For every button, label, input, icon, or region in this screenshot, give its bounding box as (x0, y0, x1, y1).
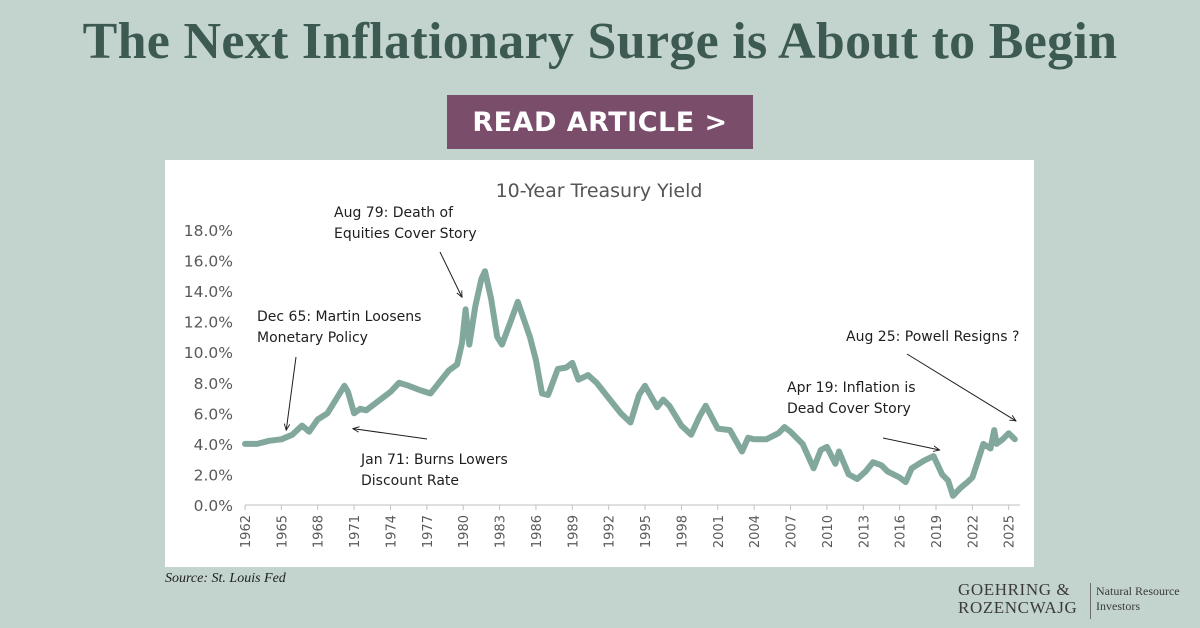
y-tick-label: 4.0% (194, 436, 233, 454)
x-tick-label: 1971 (348, 515, 363, 548)
y-tick-label: 10.0% (184, 344, 233, 362)
annotation-label: Aug 79: Death of (334, 205, 454, 221)
x-tick-label: 1992 (603, 515, 618, 548)
x-tick-label: 1962 (239, 515, 254, 548)
annotation-3: Apr 19: Inflation is Dead Cover Story (787, 380, 940, 450)
x-tick-label: 1986 (530, 515, 545, 548)
x-tick-label: 2022 (966, 515, 981, 548)
chart-card: 10-Year Treasury Yield 0.0% 2.0% 4.0% 6.0% 8… (165, 160, 1034, 567)
annotation-arrow (906, 353, 1016, 421)
x-tick-label: 1974 (384, 515, 399, 548)
tagline-line-1: Natural Resource (1096, 584, 1180, 598)
annotation-label: Dec 65: Martin Loosens (257, 309, 421, 325)
series-line-0 (242, 268, 1018, 499)
annotation-label: Aug 25: Powell Resigns ? (846, 329, 1019, 345)
x-tick-label: 2016 (894, 515, 909, 548)
annotation-arrow (286, 356, 297, 430)
annotation-arrow (353, 429, 428, 440)
x-tick-label: 2007 (785, 515, 800, 548)
company-logo: GOEHRING & ROZENCWAJG Natural Resource I… (958, 581, 1190, 621)
annotation-arrow (882, 437, 940, 450)
y-tick-label: 16.0% (184, 253, 233, 271)
logo-tagline: Natural Resource Investors (1096, 584, 1191, 614)
x-tick-label: 1989 (566, 515, 581, 548)
x-tick-label: 1965 (275, 515, 290, 548)
x-tick-label: 2001 (712, 515, 727, 548)
annotation-0: Aug 79: Death of Equities Cover Story (334, 205, 477, 297)
read-article-button[interactable]: READ ARTICLE > (447, 95, 753, 149)
x-tick-label: 1977 (421, 515, 436, 548)
x-tick-label: 1980 (457, 515, 472, 548)
y-tick-label: 8.0% (194, 375, 233, 393)
page-title: The Next Inflationary Surge is About to … (82, 13, 1118, 70)
logo-line-2: ROZENCWAJG (958, 598, 1078, 617)
x-tick-label: 1995 (639, 515, 654, 548)
source-note: Source: St. Louis Fed (165, 571, 286, 586)
y-tick-label: 14.0% (184, 283, 233, 301)
y-tick-label: 2.0% (194, 466, 233, 484)
logo-divider (1090, 583, 1091, 619)
annotation-2: Jan 71: Burns Lowers Discount Rate (353, 429, 508, 489)
x-tick-label: 2004 (748, 515, 763, 548)
tagline-line-2: Investors (1096, 599, 1140, 613)
annotation-arrow (439, 251, 462, 297)
x-tick-label: 2010 (821, 515, 836, 548)
chart-title: 10-Year Treasury Yield (496, 180, 703, 202)
y-tick-label: 6.0% (194, 405, 233, 423)
annotation-label: Equities Cover Story (334, 226, 477, 242)
x-tick-label: 1968 (312, 515, 327, 548)
x-tick-label: 1998 (675, 515, 690, 548)
x-tick-label: 2019 (930, 515, 945, 548)
annotation-1: Dec 65: Martin Loosens Monetary Policy (257, 309, 421, 430)
logo-line-1: GOEHRING & (958, 580, 1071, 599)
annotation-label: Monetary Policy (257, 330, 368, 346)
annotation-4: Aug 25: Powell Resigns ? (846, 329, 1019, 421)
treasury-yield-chart: 10-Year Treasury Yield 0.0% 2.0% 4.0% 6.0% 8… (184, 180, 1020, 548)
y-tick-label: 18.0% (184, 222, 233, 240)
x-tick-label: 2025 (1003, 515, 1018, 548)
logo-wordmark: GOEHRING & ROZENCWAJG (958, 581, 1090, 617)
annotation-label: Apr 19: Inflation is (787, 380, 916, 396)
x-tick-label: 2013 (857, 515, 872, 548)
annotation-label: Dead Cover Story (787, 401, 911, 417)
x-tick-label: 1983 (494, 515, 509, 548)
y-tick-label: 12.0% (184, 314, 233, 332)
annotation-label: Discount Rate (361, 473, 459, 489)
y-tick-label: 0.0% (194, 497, 233, 515)
annotation-label: Jan 71: Burns Lowers (360, 452, 508, 468)
